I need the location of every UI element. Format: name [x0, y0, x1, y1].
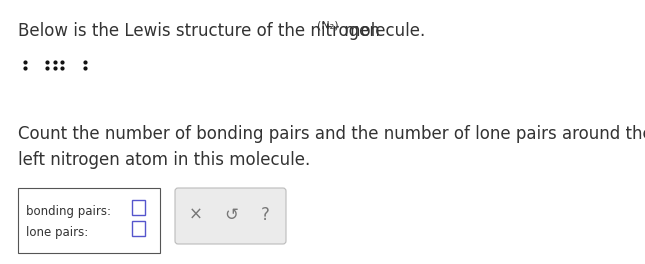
Text: Count the number of bonding pairs and the number of lone pairs around the
left n: Count the number of bonding pairs and th…	[18, 125, 645, 169]
FancyBboxPatch shape	[132, 221, 145, 236]
Text: ↺: ↺	[224, 206, 238, 224]
FancyBboxPatch shape	[18, 188, 160, 253]
FancyBboxPatch shape	[132, 200, 145, 215]
Text: molecule.: molecule.	[339, 22, 426, 40]
Text: bonding pairs:: bonding pairs:	[26, 205, 111, 218]
Text: ×: ×	[189, 206, 203, 224]
Text: Below is the Lewis structure of the nitrogen: Below is the Lewis structure of the nitr…	[18, 22, 385, 40]
Text: ?: ?	[261, 206, 270, 224]
Text: (N₂): (N₂)	[317, 21, 339, 31]
Text: lone pairs:: lone pairs:	[26, 226, 88, 239]
FancyBboxPatch shape	[175, 188, 286, 244]
